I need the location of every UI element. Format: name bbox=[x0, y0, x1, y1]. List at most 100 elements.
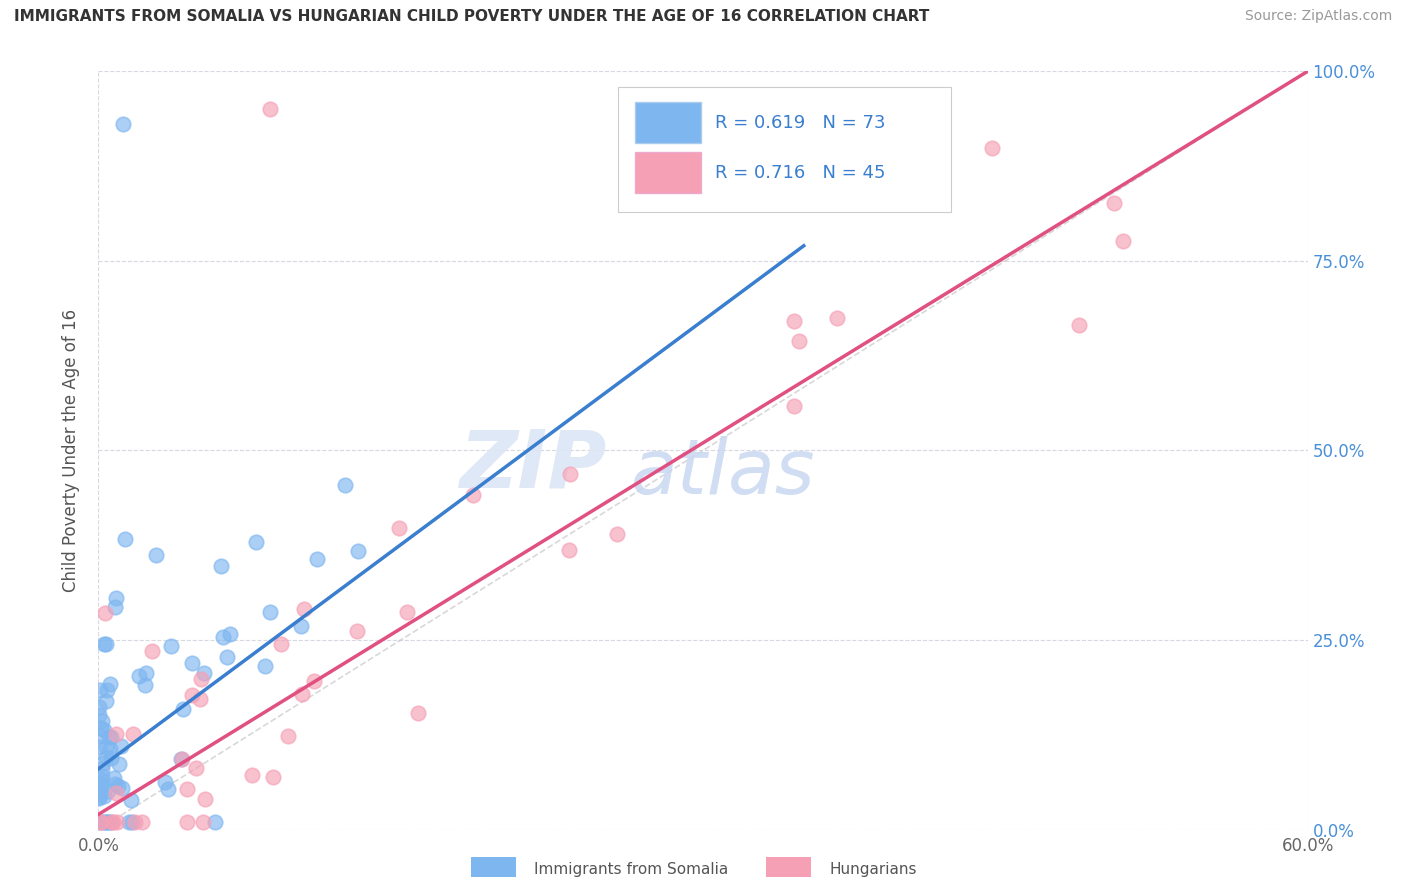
Point bbox=[114, 533, 136, 547]
Point bbox=[121, 815, 143, 830]
Point bbox=[100, 751, 122, 765]
Text: IMMIGRANTS FROM SOMALIA VS HUNGARIAN CHILD POVERTY UNDER THE AGE OF 16 CORRELATI: IMMIGRANTS FROM SOMALIA VS HUNGARIAN CHI… bbox=[14, 9, 929, 24]
Point bbox=[90, 778, 112, 792]
FancyBboxPatch shape bbox=[636, 153, 700, 194]
Point bbox=[204, 815, 226, 830]
Point bbox=[89, 729, 111, 743]
Point bbox=[333, 478, 356, 492]
Point bbox=[97, 783, 120, 797]
Point bbox=[253, 659, 276, 673]
Point bbox=[89, 815, 111, 830]
Point bbox=[105, 727, 128, 741]
Point bbox=[111, 780, 134, 795]
Point bbox=[111, 117, 134, 131]
Point bbox=[190, 673, 212, 687]
Point bbox=[89, 772, 111, 786]
Point bbox=[90, 815, 112, 830]
Point bbox=[105, 591, 128, 605]
Text: Hungarians: Hungarians bbox=[830, 863, 917, 877]
Text: Immigrants from Somalia: Immigrants from Somalia bbox=[534, 863, 728, 877]
Point bbox=[347, 544, 370, 558]
Point bbox=[240, 768, 263, 782]
Point bbox=[170, 752, 193, 766]
Point bbox=[90, 714, 112, 728]
Text: R = 0.619   N = 73: R = 0.619 N = 73 bbox=[716, 114, 886, 132]
Point bbox=[176, 782, 198, 797]
Point bbox=[558, 467, 581, 482]
Point bbox=[277, 729, 299, 743]
Point bbox=[606, 527, 628, 541]
Point bbox=[97, 815, 120, 830]
Point bbox=[128, 669, 150, 683]
Point bbox=[98, 677, 121, 691]
Point bbox=[93, 723, 115, 738]
Point bbox=[89, 815, 111, 830]
Point bbox=[96, 683, 118, 698]
Point bbox=[89, 785, 111, 799]
Point bbox=[131, 815, 153, 830]
Point bbox=[290, 619, 312, 633]
Point bbox=[89, 739, 111, 754]
Point bbox=[94, 694, 117, 708]
Point bbox=[191, 815, 214, 830]
Point bbox=[270, 637, 292, 651]
Point bbox=[118, 815, 141, 830]
Point bbox=[134, 678, 156, 692]
Point bbox=[93, 815, 115, 830]
Y-axis label: Child Poverty Under the Age of 16: Child Poverty Under the Age of 16 bbox=[62, 309, 80, 592]
Point bbox=[108, 757, 131, 772]
Point bbox=[105, 815, 128, 830]
Point bbox=[103, 815, 125, 830]
Point bbox=[558, 542, 581, 557]
Point bbox=[91, 769, 114, 783]
Point bbox=[100, 815, 122, 830]
Point bbox=[104, 599, 127, 614]
Point bbox=[107, 779, 129, 793]
Point bbox=[245, 534, 267, 549]
Point bbox=[87, 790, 110, 805]
Point bbox=[789, 334, 811, 348]
Point bbox=[96, 637, 118, 651]
Point bbox=[259, 103, 281, 117]
Point bbox=[1112, 235, 1135, 249]
Point bbox=[1102, 196, 1125, 211]
Point bbox=[89, 699, 111, 714]
Point bbox=[96, 815, 118, 830]
Point bbox=[212, 630, 235, 644]
Point bbox=[87, 707, 110, 722]
Point bbox=[97, 730, 120, 744]
Point bbox=[94, 739, 117, 754]
Point bbox=[406, 706, 429, 720]
Point bbox=[91, 762, 114, 776]
Point bbox=[783, 314, 806, 328]
Point bbox=[980, 141, 1002, 155]
Point bbox=[209, 558, 232, 573]
Point bbox=[90, 777, 112, 791]
Point bbox=[170, 751, 193, 765]
Point bbox=[262, 770, 284, 784]
Point bbox=[219, 627, 242, 641]
Point bbox=[101, 815, 124, 830]
Text: ZIP: ZIP bbox=[458, 426, 606, 505]
Point bbox=[93, 637, 115, 651]
Point bbox=[463, 488, 485, 502]
Point bbox=[135, 666, 157, 681]
Point bbox=[124, 815, 146, 830]
Point bbox=[305, 552, 328, 566]
Point bbox=[98, 742, 121, 756]
Point bbox=[110, 739, 132, 753]
Point bbox=[194, 792, 217, 806]
Text: atlas: atlas bbox=[630, 436, 815, 510]
Point bbox=[176, 815, 198, 830]
Point bbox=[825, 310, 848, 325]
Point bbox=[93, 756, 115, 770]
Point bbox=[87, 790, 110, 805]
Point bbox=[94, 749, 117, 764]
Point bbox=[103, 772, 125, 786]
Point bbox=[141, 644, 163, 658]
FancyBboxPatch shape bbox=[619, 87, 950, 211]
Point bbox=[395, 605, 418, 619]
Text: R = 0.716   N = 45: R = 0.716 N = 45 bbox=[716, 164, 886, 182]
Point bbox=[292, 602, 315, 616]
Point bbox=[172, 701, 194, 715]
